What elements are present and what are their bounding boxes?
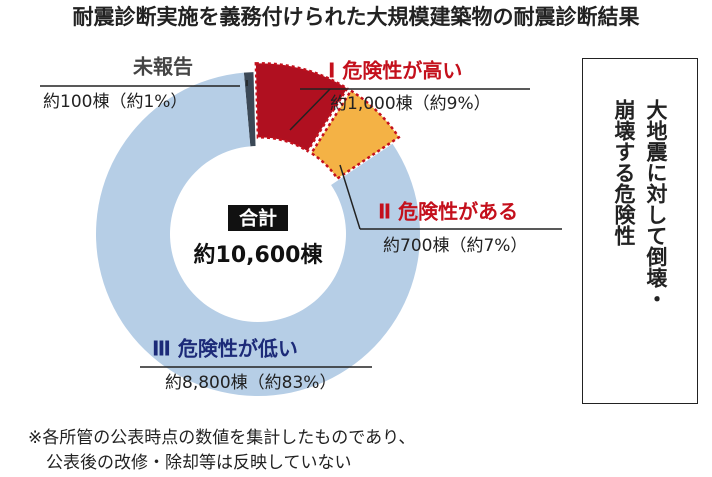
- slice-label: Ⅲ 危険性が低い: [152, 337, 298, 361]
- side-note-line: 崩壊する危険性: [612, 99, 636, 246]
- slice-label: Ⅱ 危険性がある: [378, 200, 518, 224]
- value-label: 約8,800棟（約83%）: [165, 373, 336, 393]
- center-label-box: [228, 205, 288, 231]
- footnote: 公表後の改修・除却等は反映していない: [46, 453, 352, 473]
- donut-slice: [243, 72, 256, 147]
- value-label: 約1,000棟（約9%）: [330, 94, 491, 114]
- side-note-line: 大地震に対して倒壊・: [644, 99, 668, 309]
- center-label: 合計: [239, 207, 277, 230]
- donut-slice: [95, 72, 420, 396]
- footnote: ※各所管の公表時点の数値を集計したものであり、: [28, 428, 415, 448]
- donut-slice: [254, 62, 349, 153]
- chart-title: 耐震診断実施を義務付けられた大規模建築物の耐震診断結果: [73, 5, 640, 29]
- center-value: 約10,600棟: [194, 242, 324, 268]
- leader-line: [289, 88, 331, 131]
- side-note-box: 大地震に対して倒壊・ 崩壊する危険性: [582, 58, 698, 404]
- slice-label: 未報告: [133, 55, 193, 79]
- donut-slice: [309, 88, 401, 181]
- side-note: 大地震に対して倒壊・ 崩壊する危険性: [608, 59, 672, 403]
- leader-line: [339, 164, 361, 230]
- value-label: 約100棟（約1%）: [43, 92, 187, 112]
- value-label: 約700棟（約7%）: [383, 236, 527, 256]
- slice-label: Ⅰ 危険性が高い: [328, 59, 462, 83]
